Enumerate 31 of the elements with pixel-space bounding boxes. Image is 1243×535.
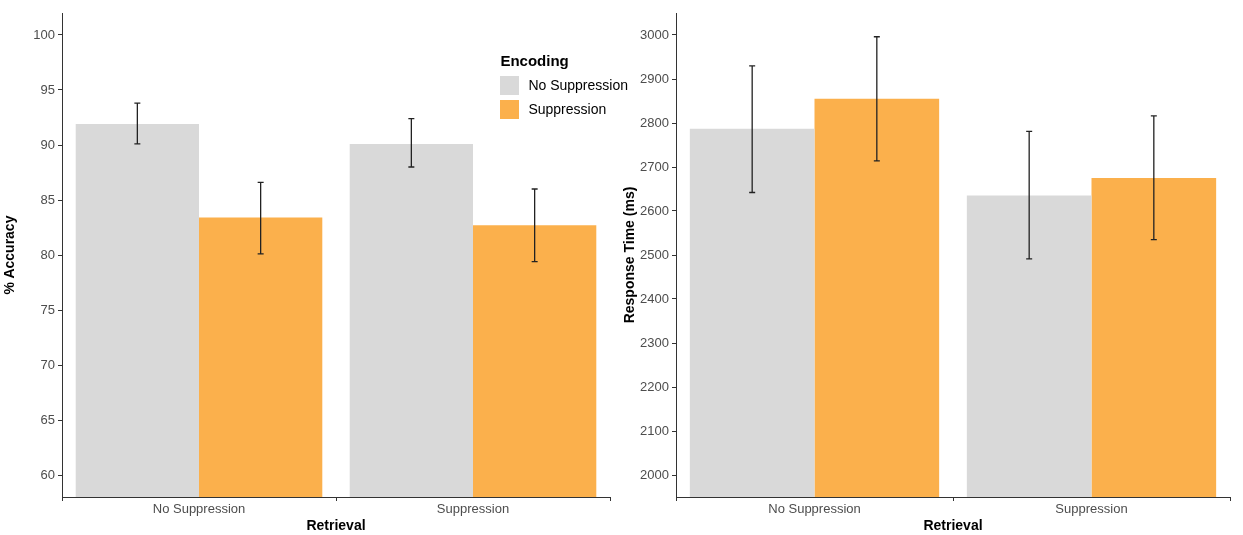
y-tick-label: 2900 (640, 70, 669, 86)
y-tick-label: 95 (40, 81, 55, 97)
y-tick-label: 2700 (640, 158, 669, 174)
y-tick-label: 60 (40, 466, 55, 482)
x-axis-title: Retrieval (923, 517, 983, 534)
x-tick-label: No Suppression (152, 501, 246, 517)
y-tick-label: 3000 (640, 26, 669, 42)
y-tick-label: 70 (40, 356, 55, 372)
y-tick-label: 85 (40, 191, 55, 207)
y-tick-label: 90 (40, 136, 55, 152)
x-tick-label: Suppression (1055, 501, 1128, 517)
x-tick-label: No Suppression (768, 501, 861, 517)
legend-label: Suppression (528, 101, 607, 117)
x-tick-label: Suppression (436, 501, 510, 517)
x-axis-title: Retrieval (306, 517, 366, 534)
y-tick-label: 80 (40, 246, 55, 262)
y-tick-label: 75 (40, 301, 55, 317)
y-tick-label: 2300 (640, 334, 669, 350)
y-tick-label: 2600 (640, 202, 669, 218)
y-tick-label: 2100 (640, 422, 669, 438)
y-axis-title: % Accuracy (1, 215, 18, 295)
y-tick-label: 2200 (640, 378, 669, 394)
y-tick-label: 2500 (640, 246, 669, 262)
legend-title: Encoding (500, 52, 570, 69)
legend-label: No Suppression (528, 77, 628, 93)
y-tick-label: 2400 (640, 290, 669, 306)
y-tick-label: 2800 (640, 114, 669, 130)
y-tick-label: 65 (40, 411, 55, 427)
y-tick-label: 2000 (640, 466, 669, 482)
y-axis-title: Response Time (ms) (621, 186, 638, 324)
y-tick-label: 100 (33, 26, 55, 42)
